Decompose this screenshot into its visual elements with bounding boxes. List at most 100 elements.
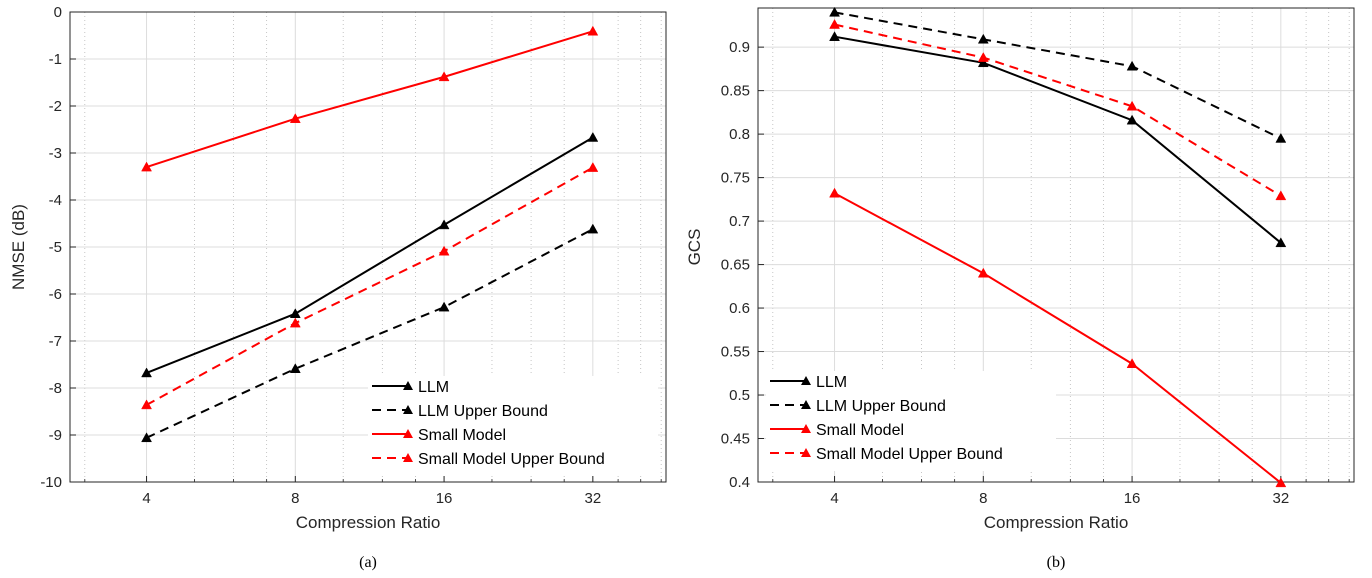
- legend-b: LLM LLM Upper Bound Small Model Small Model…: [766, 371, 1056, 471]
- series-line: [834, 11, 1282, 140]
- data-point: [141, 161, 152, 172]
- legend-marker: [403, 453, 413, 462]
- y-tick-label: 0.9: [729, 39, 750, 56]
- data-point: [829, 187, 840, 198]
- series-small-model-upper-bound: [141, 162, 599, 410]
- y-tick-label: 0.7: [729, 213, 750, 230]
- legend-marker: [801, 376, 811, 385]
- y-tick-label: -1: [49, 51, 62, 68]
- x-tick-label: 4: [830, 490, 838, 507]
- data-point: [829, 31, 840, 41]
- data-point: [587, 162, 599, 172]
- legend-marker: [403, 405, 413, 414]
- legend-label: Small Model Upper Bound: [418, 451, 605, 468]
- series-small-model: [829, 187, 1287, 488]
- legend-label: Small Model: [418, 427, 506, 444]
- y-tick-label: 0.85: [721, 83, 750, 100]
- legend-label: LLM: [418, 379, 449, 396]
- data-point: [1275, 190, 1287, 201]
- data-point: [141, 432, 152, 443]
- legend-label: LLM Upper Bound: [816, 398, 946, 415]
- plot-border-b: [757, 7, 1355, 483]
- caption-a: (a): [359, 554, 377, 571]
- series-small-model-upper-bound: [829, 19, 1287, 201]
- y-tick-label: 0.65: [721, 257, 750, 274]
- data-point: [587, 131, 599, 142]
- x-tick-label: 16: [1124, 490, 1141, 507]
- x-tick-label: 32: [1272, 490, 1289, 507]
- x-tick-label: 8: [291, 490, 299, 507]
- legend-a: LLM LLM Upper Bound Small Model Small Model…: [368, 376, 658, 476]
- legend-box: [368, 376, 658, 476]
- chart-panel-a: 4 8 16 32 0 -1 -2 -3 -4 -5 -6 -7 -8 -9 -10 Compressio…: [9, 4, 667, 571]
- legend-marker: [801, 448, 811, 457]
- data-point: [289, 317, 301, 328]
- y-tick-label: -5: [49, 239, 62, 256]
- y-axis-label-a: NMSE (dB): [9, 204, 28, 290]
- data-point: [977, 33, 989, 44]
- x-tick-label: 4: [142, 490, 150, 507]
- x-ticks-b: 4 8 16 32: [830, 490, 1289, 507]
- legend-marker: [801, 400, 811, 409]
- series-llm: [829, 31, 1287, 248]
- data-point: [1275, 477, 1287, 488]
- series-a: [141, 25, 599, 443]
- y-tick-label: 0.4: [729, 474, 750, 491]
- y-tick-label: 0: [54, 4, 62, 21]
- y-tick-label: 0.6: [729, 300, 750, 317]
- series-line: [146, 228, 594, 439]
- series-line: [146, 166, 594, 406]
- plot-border-a: [69, 11, 667, 483]
- series-line: [146, 30, 594, 169]
- y-tick-label: 0.75: [721, 170, 750, 187]
- data-point: [1275, 237, 1287, 248]
- x-tick-label: 32: [584, 490, 601, 507]
- data-point: [977, 52, 989, 62]
- y-tick-label: -8: [49, 380, 62, 397]
- data-point: [438, 219, 450, 230]
- series-llm-upper-bound: [829, 6, 1287, 143]
- series-line: [834, 192, 1282, 484]
- y-tick-label: 0.5: [729, 387, 750, 404]
- y-tick-label: 0.55: [721, 344, 750, 361]
- data-point: [1126, 114, 1138, 125]
- legend-label: LLM: [816, 374, 847, 391]
- data-point: [829, 19, 840, 29]
- data-point: [829, 6, 840, 17]
- legend-label: LLM Upper Bound: [418, 403, 548, 420]
- series-llm-upper-bound: [141, 223, 599, 443]
- x-axis-label-b: Compression Ratio: [984, 513, 1129, 532]
- data-point: [289, 363, 301, 373]
- data-point: [141, 399, 152, 410]
- y-tick-label: 0.8: [729, 126, 750, 143]
- y-tick-label: -10: [40, 474, 62, 491]
- chart-panel-b: 4 8 16 32 0.90.850.80.750.70.650.60.550.50.…: [685, 6, 1355, 571]
- x-ticks-a: 4 8 16 32: [142, 490, 601, 507]
- series-small-model: [141, 25, 599, 172]
- series-line: [146, 136, 594, 374]
- y-tick-label: -2: [49, 98, 62, 115]
- series-b: [829, 6, 1287, 488]
- data-point: [977, 57, 989, 68]
- x-axis-label-a: Compression Ratio: [296, 513, 441, 532]
- y-tick-label: 0.45: [721, 431, 750, 448]
- data-point: [1126, 100, 1138, 111]
- data-point: [438, 245, 450, 256]
- caption-b: (b): [1047, 554, 1066, 571]
- data-point: [438, 71, 450, 82]
- data-point: [141, 367, 152, 378]
- legend-label: Small Model Upper Bound: [816, 446, 1003, 463]
- series-line: [834, 23, 1282, 197]
- y-ticks-b: 0.9 0.85 0.8 0.75 0.7 0.65 0.6 0.55 0.5 0.45 0.4: [721, 39, 750, 491]
- series-line: [834, 35, 1282, 244]
- x-tick-label: 8: [979, 490, 987, 507]
- y-tick-label: -3: [49, 145, 62, 162]
- y-tick-label: -7: [49, 333, 62, 350]
- y-axis-label-b: GCS: [685, 229, 704, 266]
- data-point: [587, 25, 599, 36]
- y-ticks-a: 0 -1 -2 -3 -4 -5 -6 -7 -8 -9 -10: [40, 4, 62, 491]
- data-point: [1126, 60, 1138, 71]
- legend-marker: [403, 429, 413, 438]
- legend-marker: [403, 381, 413, 390]
